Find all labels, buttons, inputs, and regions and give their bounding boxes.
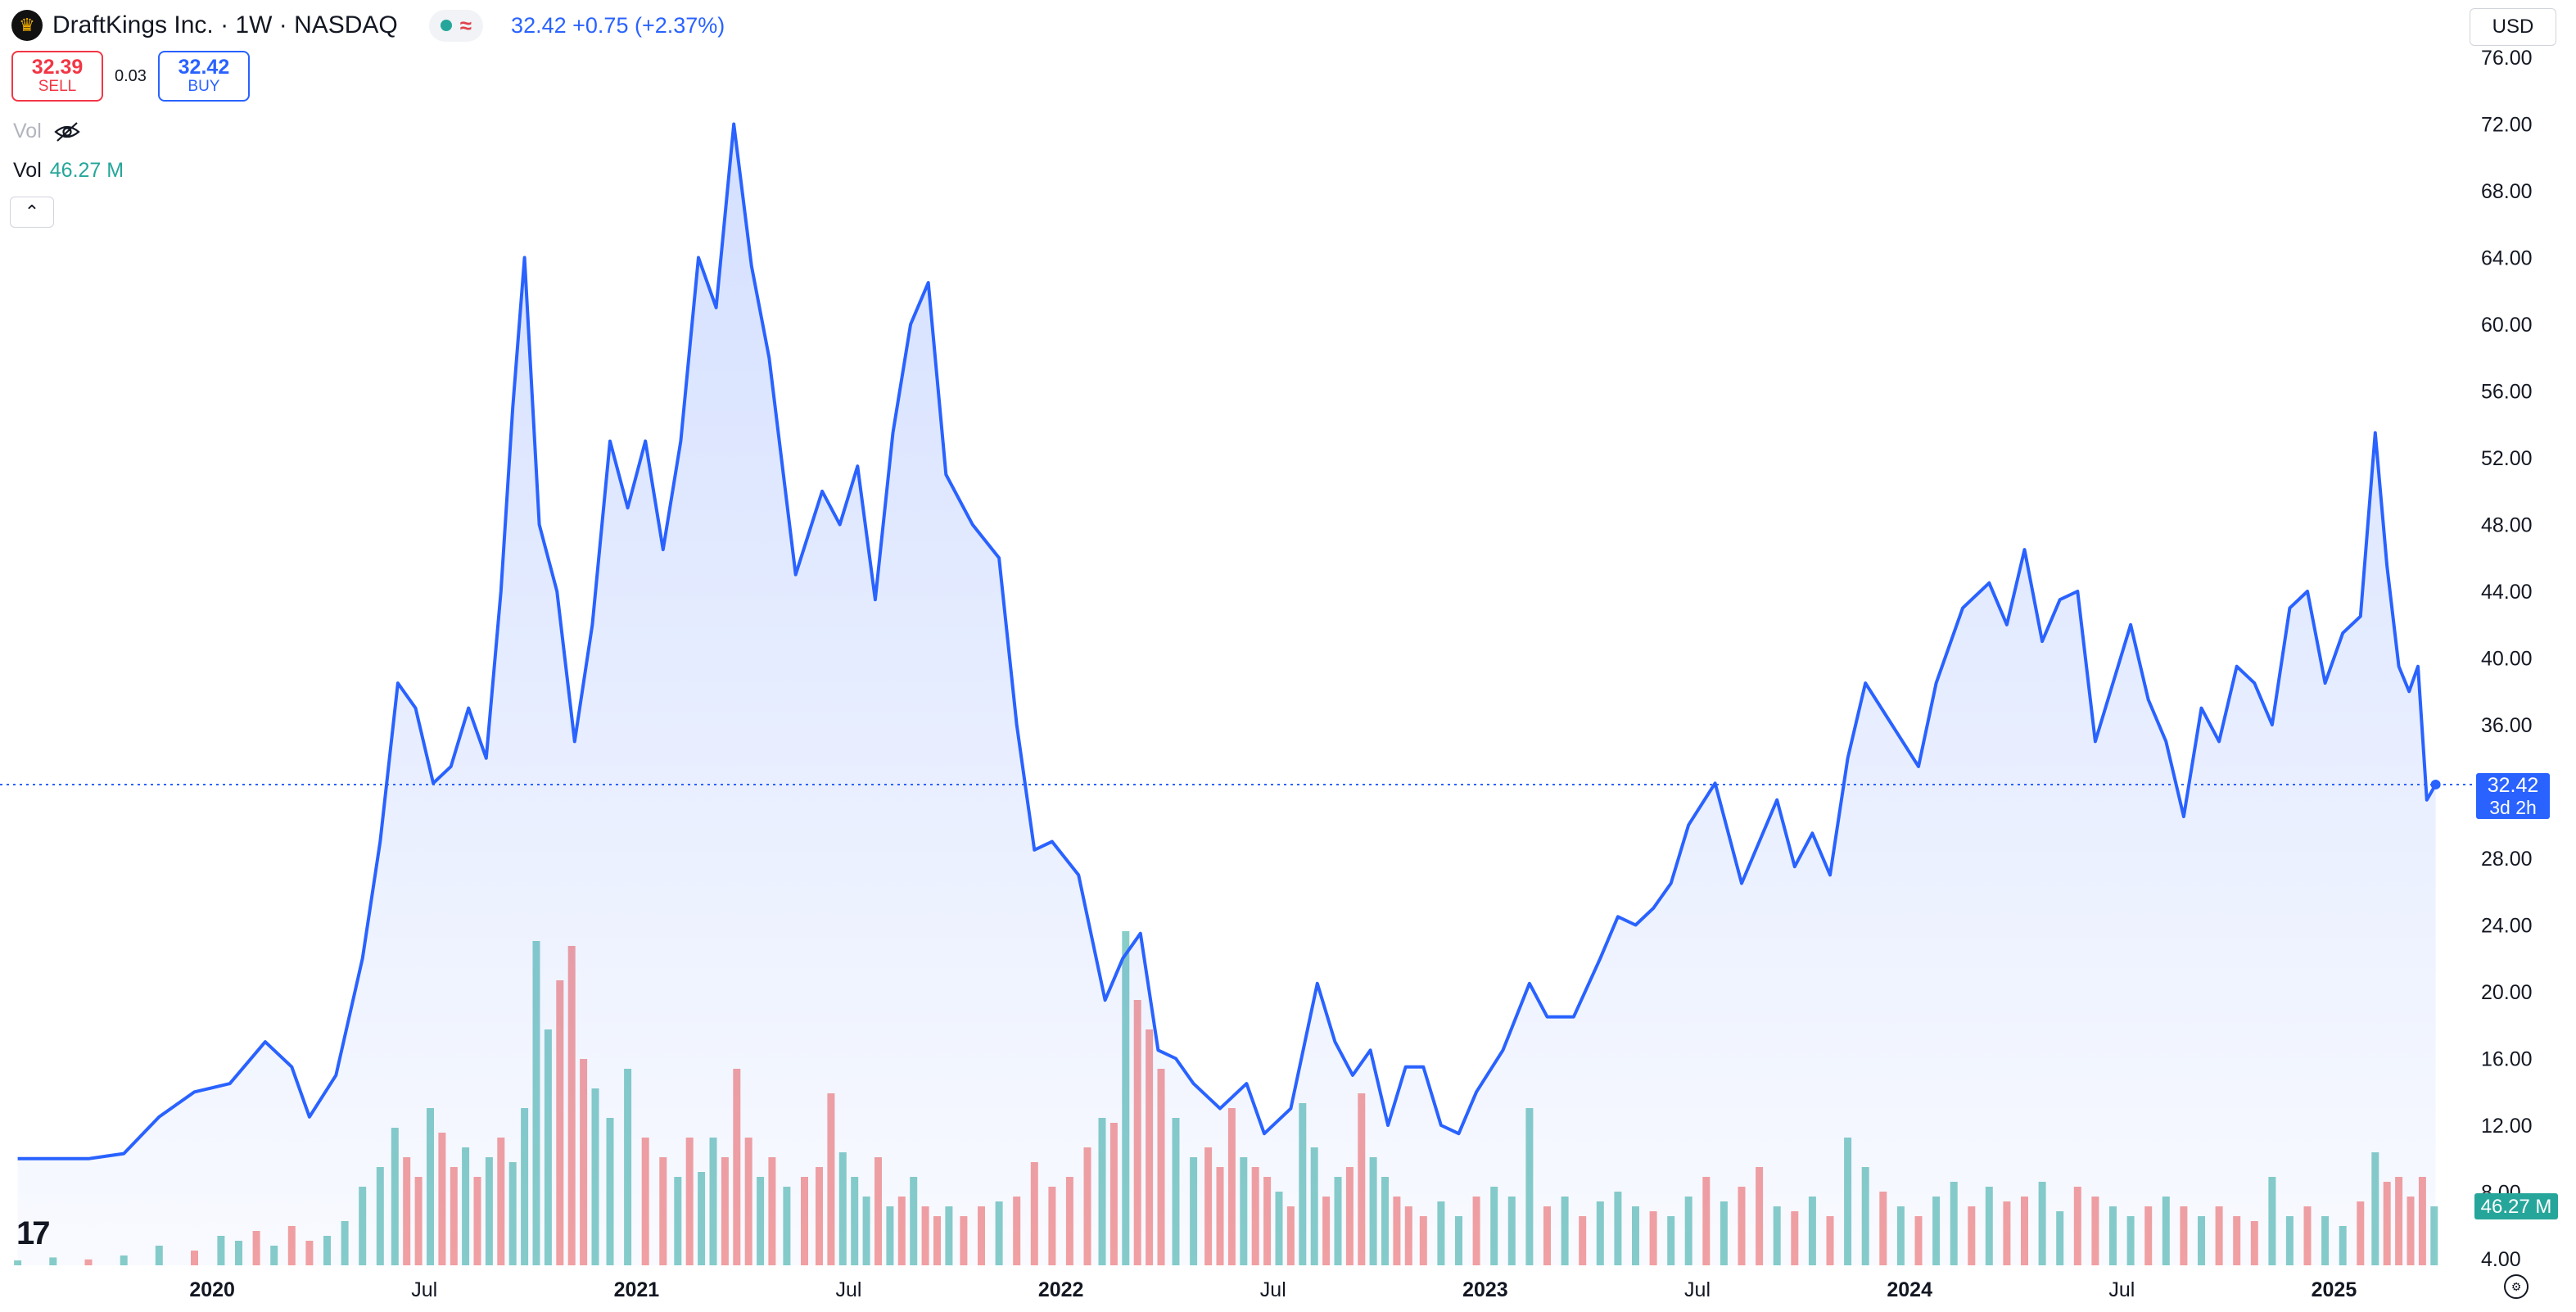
price-tag-countdown: 3d 2h [2489, 797, 2537, 818]
y-tick-label: 36.00 [2481, 714, 2533, 737]
x-tick-label: Jul [836, 1278, 862, 1301]
time-axis[interactable]: 2020 Jul 2021 Jul 2022 Jul 2023 Jul 2024 Jul 2025 [189, 1278, 2357, 1301]
price-axis[interactable]: 4.008.0012.0016.0020.0024.0028.0032.0036… [2481, 47, 2533, 1271]
y-tick-label: 12.00 [2481, 1115, 2533, 1138]
volume-tag: 46.27 M [2474, 1193, 2558, 1219]
price-change: +0.75 (+2.37%) [572, 12, 725, 38]
y-tick-label: 72.00 [2481, 114, 2533, 137]
volume-legend[interactable]: Vol 46.27 M [13, 159, 124, 183]
price-line [17, 122, 2438, 1160]
y-tick-label: 40.00 [2481, 648, 2533, 671]
x-tick-label: 2023 [1462, 1278, 1508, 1301]
y-tick-label: 52.00 [2481, 447, 2533, 470]
y-tick-label: 20.00 [2481, 981, 2533, 1004]
x-tick-label: 2025 [2312, 1278, 2357, 1301]
collapse-legend-button[interactable]: ⌃ [10, 197, 54, 228]
buy-price: 32.42 [178, 55, 230, 79]
y-tick-label: 4.00 [2481, 1248, 2521, 1271]
y-tick-label: 64.00 [2481, 247, 2533, 270]
x-tick-label: Jul [1684, 1278, 1711, 1301]
x-tick-label: 2022 [1038, 1278, 1084, 1301]
volume-legend-hidden[interactable]: Vol [13, 120, 81, 143]
quote-values: 32.42 +0.75 (+2.37%) [511, 13, 725, 38]
price-tag: 32.42 3d 2h [2476, 772, 2550, 819]
currency-selector[interactable]: USD [2470, 8, 2556, 46]
y-tick-label: 56.00 [2481, 381, 2533, 404]
x-tick-label: Jul [411, 1278, 437, 1301]
settings-gear-icon[interactable]: ⚙ [2504, 1274, 2529, 1299]
last-price: 32.42 [511, 12, 567, 38]
price-area [17, 124, 2436, 1265]
volume-legend-value: 46.27 M [49, 159, 124, 182]
sell-label: SELL [38, 78, 77, 96]
x-tick-label: Jul [2108, 1278, 2135, 1301]
sell-button[interactable]: 32.39 SELL [11, 51, 103, 102]
trade-panel: 32.39 SELL 0.03 32.42 BUY [11, 51, 250, 102]
y-tick-label: 16.00 [2481, 1048, 2533, 1071]
x-tick-label: 2021 [614, 1278, 660, 1301]
wave-icon: ≈ [459, 12, 472, 38]
draftkings-logo-icon[interactable]: ♛ [11, 10, 43, 41]
y-tick-label: 24.00 [2481, 915, 2533, 938]
buy-button[interactable]: 32.42 BUY [157, 51, 250, 102]
x-tick-label: 2024 [1887, 1278, 1932, 1301]
eye-off-icon[interactable] [53, 121, 81, 143]
symbol-header: ♛ DraftKings Inc. · 1W · NASDAQ ≈ 32.42 … [11, 7, 725, 44]
buy-label: BUY [188, 78, 220, 96]
symbol-title[interactable]: DraftKings Inc. · 1W · NASDAQ [52, 11, 398, 38]
y-tick-label: 68.00 [2481, 180, 2533, 203]
chevron-up-icon: ⌃ [24, 201, 40, 222]
y-tick-label: 28.00 [2481, 848, 2533, 871]
market-status-pill[interactable]: ≈ [428, 9, 484, 42]
y-tick-label: 48.00 [2481, 514, 2533, 537]
x-tick-label: Jul [1260, 1278, 1286, 1301]
market-open-dot-icon [440, 20, 452, 31]
y-tick-label: 44.00 [2481, 581, 2533, 604]
volume-legend-label-hidden: Vol [13, 120, 42, 143]
volume-tag-value: 46.27 M [2481, 1196, 2552, 1218]
spread-value: 0.03 [115, 66, 147, 85]
volume-legend-label: Vol [13, 159, 42, 182]
sell-price: 32.39 [31, 55, 84, 79]
last-price-dot [2430, 779, 2441, 789]
x-tick-label: 2020 [189, 1278, 235, 1301]
y-tick-label: 60.00 [2481, 314, 2533, 337]
y-tick-label: 76.00 [2481, 47, 2533, 70]
price-tag-value: 32.42 [2488, 774, 2539, 797]
tradingview-logo-icon[interactable]: 17 [16, 1215, 50, 1251]
